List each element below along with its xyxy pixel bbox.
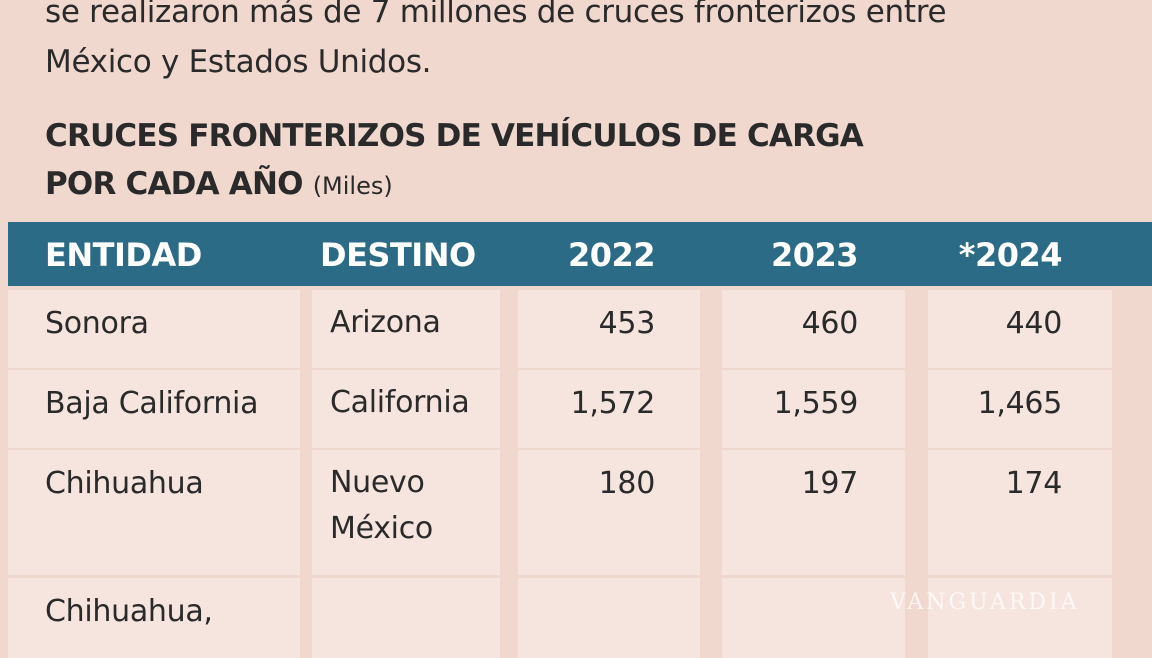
column-header: *2024 bbox=[958, 236, 1063, 274]
cell-text: Nuevo México bbox=[330, 465, 433, 546]
cell-text: Baja California bbox=[45, 386, 259, 421]
column-header: 2023 bbox=[770, 236, 859, 274]
cell-text: Chihuahua, bbox=[45, 594, 213, 629]
cell-background bbox=[722, 450, 905, 575]
cell-value: 197 bbox=[801, 466, 859, 501]
cell-text: Sonora bbox=[45, 306, 149, 341]
cell-text: California bbox=[330, 385, 470, 420]
cell-background bbox=[722, 578, 905, 658]
cell-background bbox=[8, 450, 300, 575]
cell-background bbox=[312, 290, 500, 368]
cell-value: 1,572 bbox=[570, 386, 656, 421]
cell-background bbox=[8, 290, 300, 368]
cell-value: 460 bbox=[801, 306, 859, 341]
cell-background bbox=[928, 290, 1112, 368]
cell-background bbox=[928, 450, 1112, 575]
cell-background bbox=[518, 578, 700, 658]
cell-value: 180 bbox=[598, 466, 656, 501]
table-title: CRUCES FRONTERIZOS DE VEHÍCULOS DE CARGA bbox=[45, 118, 864, 154]
intro-line: se realizaron más de 7 millones de cruce… bbox=[45, 0, 947, 30]
cell-background bbox=[518, 450, 700, 575]
cell-background bbox=[312, 450, 500, 575]
cell-value: 440 bbox=[1005, 306, 1063, 341]
column-header: ENTIDAD bbox=[45, 236, 202, 274]
unit: (Miles) bbox=[312, 172, 393, 200]
cell-text: Chihuahua bbox=[45, 466, 204, 501]
cell-background bbox=[8, 370, 300, 448]
cell-background bbox=[518, 370, 700, 448]
cell-background bbox=[928, 370, 1112, 448]
cell-value: 453 bbox=[598, 306, 656, 341]
cell-text: Arizona bbox=[330, 305, 441, 340]
cell-background bbox=[722, 370, 905, 448]
cell-value: 1,559 bbox=[773, 386, 859, 421]
table-header-band bbox=[8, 222, 1152, 286]
cell-background bbox=[518, 290, 700, 368]
cell-background bbox=[8, 578, 300, 658]
table-title: POR CADA AÑO (Miles) bbox=[45, 166, 393, 202]
cell-background bbox=[312, 578, 500, 658]
cell-background bbox=[312, 370, 500, 448]
column-header: DESTINO bbox=[320, 236, 476, 274]
cell-value: 174 bbox=[1005, 466, 1063, 501]
cell-background bbox=[928, 578, 1112, 658]
intro-line: México y Estados Unidos. bbox=[45, 44, 432, 80]
watermark: VANGUARDIA bbox=[890, 590, 1080, 615]
column-header: 2022 bbox=[567, 236, 656, 274]
cell-background bbox=[722, 290, 905, 368]
cell-value: 1,465 bbox=[977, 386, 1063, 421]
